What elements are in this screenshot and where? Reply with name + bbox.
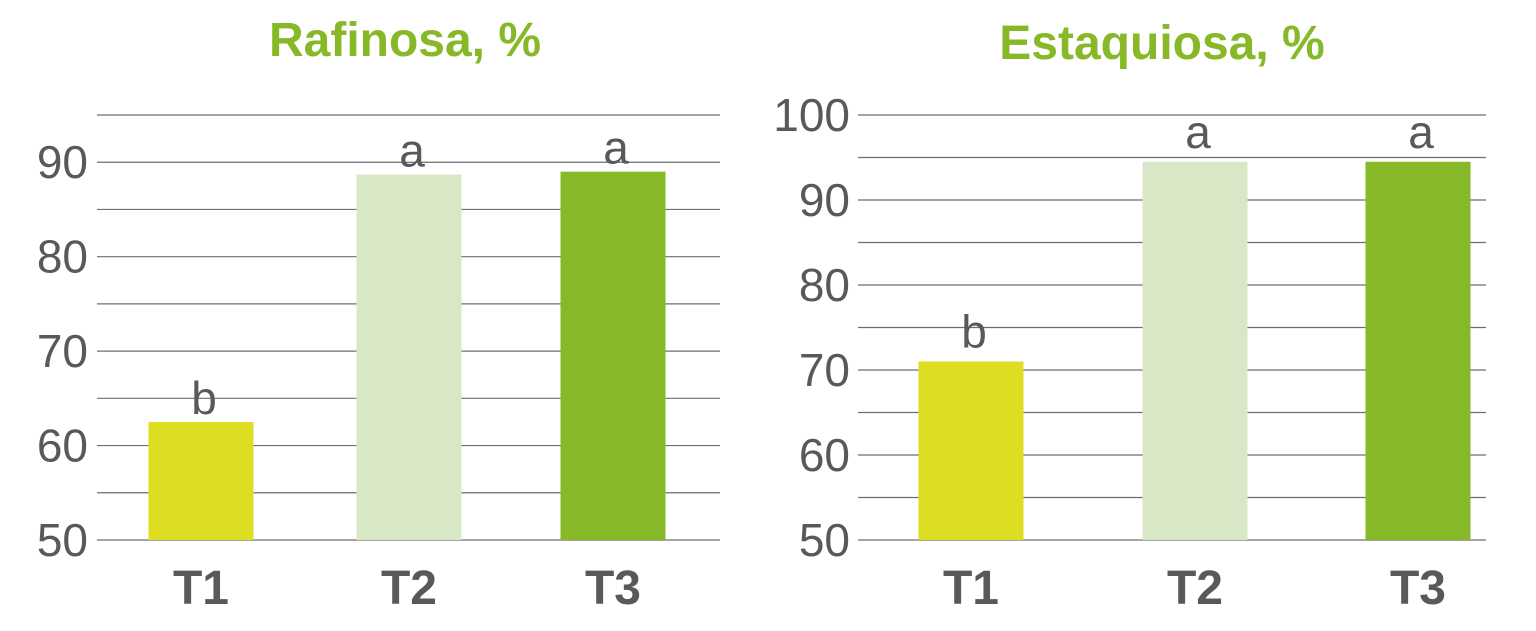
data-label: a [603,122,629,174]
x-tick-label: T1 [943,562,999,615]
y-tick-label: 80 [799,259,850,311]
data-label: a [399,125,425,177]
chart-rafinosa: Rafinosa, % 50 60 70 80 90 b T1 a T2 a T3 [37,14,720,615]
x-tick-label: T2 [1167,562,1223,615]
bar-t1 [918,361,1024,540]
y-tick-label: 80 [37,231,88,283]
y-tick-label: 70 [37,325,88,377]
bar-t3 [560,171,666,540]
y-tick-label: 60 [37,420,88,472]
data-label: a [1408,106,1434,158]
y-tick-label: 70 [799,344,850,396]
bar-t2 [1142,161,1248,540]
chart-title: Rafinosa, % [269,14,541,67]
chart-estaquiosa: Estaquiosa, % 50 60 70 80 90 100 b T1 a T2 a T3 [773,17,1486,615]
bar-t1 [148,421,254,540]
y-tick-label: 90 [799,174,850,226]
x-tick-label: T1 [173,562,229,615]
y-tick-label: 100 [773,89,850,141]
y-tick-label: 60 [799,429,850,481]
x-tick-label: T2 [381,562,437,615]
y-tick-label: 50 [37,514,88,566]
chart-title: Estaquiosa, % [999,17,1324,70]
bar-t3 [1365,161,1471,540]
y-tick-label: 90 [37,136,88,188]
x-tick-label: T3 [585,562,641,615]
data-label: b [961,306,987,358]
y-tick-label: 50 [799,514,850,566]
x-tick-label: T3 [1390,562,1446,615]
bar-t2 [356,174,462,540]
data-label: b [191,372,217,424]
data-label: a [1185,106,1211,158]
